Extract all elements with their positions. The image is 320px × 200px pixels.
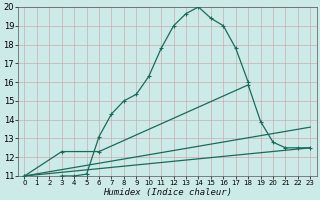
X-axis label: Humidex (Indice chaleur): Humidex (Indice chaleur) xyxy=(103,188,232,197)
